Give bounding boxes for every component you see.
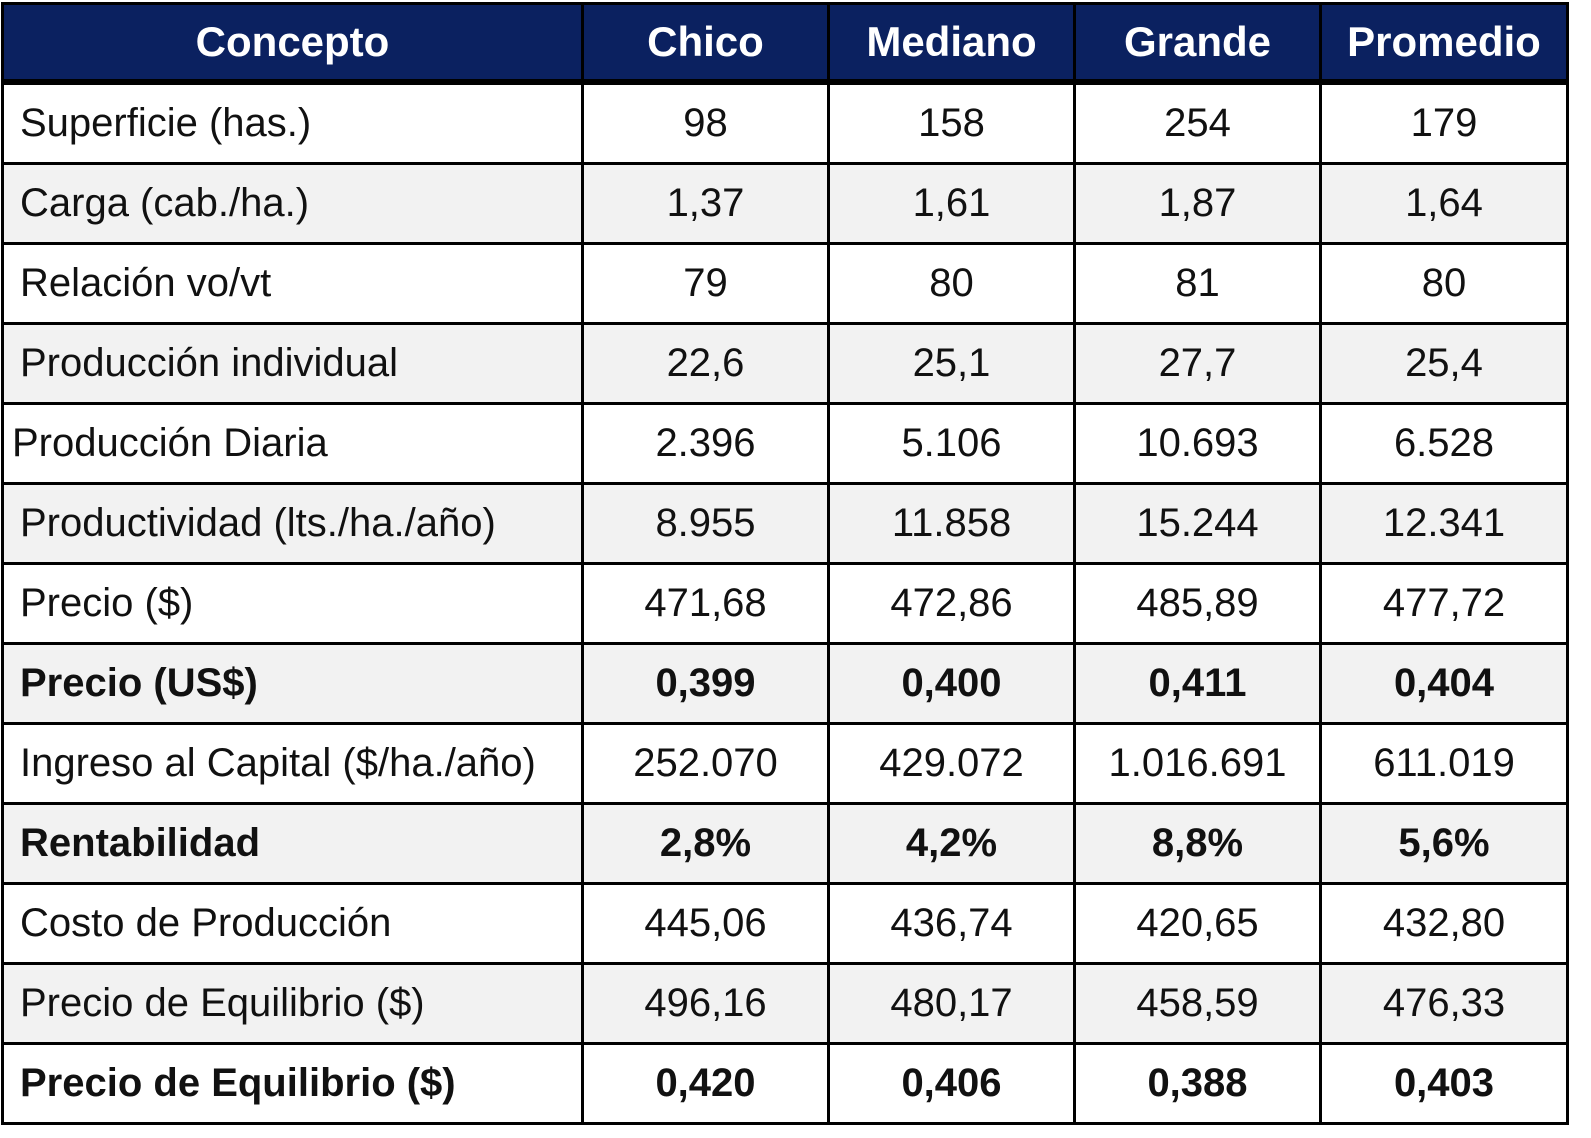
cell-promedio: 0,404 [1319, 642, 1569, 725]
row-label: Ingreso al Capital ($/ha./año) [1, 722, 584, 805]
cell-mediano: 80 [827, 242, 1076, 325]
cell-promedio: 0,403 [1319, 1042, 1569, 1125]
cell-grande: 10.693 [1073, 402, 1322, 485]
row-label: Precio (US$) [1, 642, 584, 725]
table-row: Producción individual 22,6 25,1 27,7 25,… [1, 322, 1569, 405]
table-row: Producción Diaria 2.396 5.106 10.693 6.5… [1, 402, 1569, 485]
cell-grande: 254 [1073, 80, 1322, 165]
cell-promedio: 1,64 [1319, 162, 1569, 245]
row-label: Carga (cab./ha.) [1, 162, 584, 245]
table-row: Productividad (lts./ha./año) 8.955 11.85… [1, 482, 1569, 565]
cell-chico: 471,68 [581, 562, 830, 645]
table-row: Ingreso al Capital ($/ha./año) 252.070 4… [1, 722, 1569, 805]
table-body: Superficie (has.) 98 158 254 179 Carga (… [1, 80, 1569, 1125]
cell-mediano: 4,2% [827, 802, 1076, 885]
cell-chico: 445,06 [581, 882, 830, 965]
cell-promedio: 25,4 [1319, 322, 1569, 405]
row-label: Rentabilidad [1, 802, 584, 885]
cell-grande: 420,65 [1073, 882, 1322, 965]
cell-chico: 0,399 [581, 642, 830, 725]
cell-mediano: 429.072 [827, 722, 1076, 805]
cell-grande: 0,411 [1073, 642, 1322, 725]
cell-mediano: 0,400 [827, 642, 1076, 725]
header-concepto: Concepto [1, 2, 584, 85]
table-row: Precio ($) 471,68 472,86 485,89 477,72 [1, 562, 1569, 645]
table-row: Costo de Producción 445,06 436,74 420,65… [1, 882, 1569, 965]
row-label: Relación vo/vt [1, 242, 584, 325]
cell-chico: 252.070 [581, 722, 830, 805]
row-label: Producción Diaria [1, 402, 584, 485]
header-chico: Chico [581, 2, 830, 85]
cell-grande: 8,8% [1073, 802, 1322, 885]
cell-mediano: 436,74 [827, 882, 1076, 965]
cell-mediano: 25,1 [827, 322, 1076, 405]
cell-promedio: 6.528 [1319, 402, 1569, 485]
data-table: Concepto Chico Mediano Grande Promedio S… [1, 2, 1569, 1125]
cell-chico: 0,420 [581, 1042, 830, 1125]
cell-grande: 485,89 [1073, 562, 1322, 645]
row-label: Superficie (has.) [1, 80, 584, 165]
table-row: Superficie (has.) 98 158 254 179 [1, 80, 1569, 165]
header-promedio: Promedio [1319, 2, 1569, 85]
row-label: Costo de Producción [1, 882, 584, 965]
cell-grande: 458,59 [1073, 962, 1322, 1045]
header-mediano: Mediano [827, 2, 1076, 85]
row-label: Producción individual [1, 322, 584, 405]
table-row: Carga (cab./ha.) 1,37 1,61 1,87 1,64 [1, 162, 1569, 245]
cell-grande: 0,388 [1073, 1042, 1322, 1125]
cell-chico: 98 [581, 80, 830, 165]
row-label: Precio ($) [1, 562, 584, 645]
table-row: Rentabilidad 2,8% 4,2% 8,8% 5,6% [1, 802, 1569, 885]
header-row: Concepto Chico Mediano Grande Promedio [1, 2, 1569, 85]
cell-grande: 27,7 [1073, 322, 1322, 405]
cell-chico: 496,16 [581, 962, 830, 1045]
cell-chico: 79 [581, 242, 830, 325]
row-label: Productividad (lts./ha./año) [1, 482, 584, 565]
cell-chico: 22,6 [581, 322, 830, 405]
cell-mediano: 1,61 [827, 162, 1076, 245]
cell-mediano: 0,406 [827, 1042, 1076, 1125]
cell-mediano: 5.106 [827, 402, 1076, 485]
cell-grande: 1.016.691 [1073, 722, 1322, 805]
cell-promedio: 476,33 [1319, 962, 1569, 1045]
cell-mediano: 472,86 [827, 562, 1076, 645]
table-row: Precio de Equilibrio ($) 0,420 0,406 0,3… [1, 1042, 1569, 1125]
cell-mediano: 11.858 [827, 482, 1076, 565]
cell-mediano: 158 [827, 80, 1076, 165]
cell-grande: 1,87 [1073, 162, 1322, 245]
cell-promedio: 477,72 [1319, 562, 1569, 645]
table-header: Concepto Chico Mediano Grande Promedio [1, 2, 1569, 85]
cell-promedio: 12.341 [1319, 482, 1569, 565]
cell-grande: 81 [1073, 242, 1322, 325]
row-label: Precio de Equilibrio ($) [1, 962, 584, 1045]
header-grande: Grande [1073, 2, 1322, 85]
table-row: Relación vo/vt 79 80 81 80 [1, 242, 1569, 325]
table-row: Precio de Equilibrio ($) 496,16 480,17 4… [1, 962, 1569, 1045]
cell-chico: 8.955 [581, 482, 830, 565]
cell-promedio: 432,80 [1319, 882, 1569, 965]
cell-promedio: 611.019 [1319, 722, 1569, 805]
row-label: Precio de Equilibrio ($) [1, 1042, 584, 1125]
cell-grande: 15.244 [1073, 482, 1322, 565]
cell-chico: 2.396 [581, 402, 830, 485]
cell-promedio: 80 [1319, 242, 1569, 325]
cell-promedio: 5,6% [1319, 802, 1569, 885]
table-row: Precio (US$) 0,399 0,400 0,411 0,404 [1, 642, 1569, 725]
cell-promedio: 179 [1319, 80, 1569, 165]
cell-mediano: 480,17 [827, 962, 1076, 1045]
cell-chico: 2,8% [581, 802, 830, 885]
cell-chico: 1,37 [581, 162, 830, 245]
